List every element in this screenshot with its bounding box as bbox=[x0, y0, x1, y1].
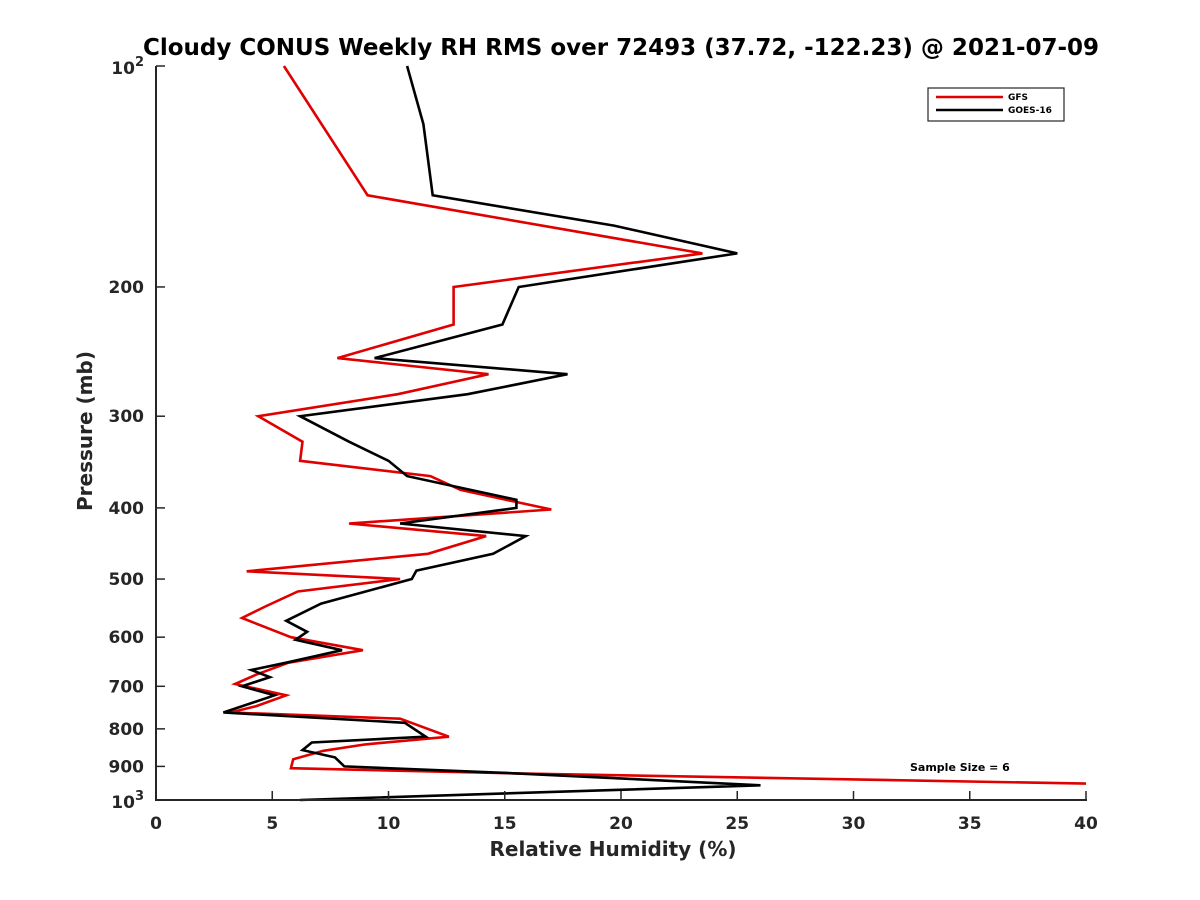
tick-power-base: 10 bbox=[111, 59, 135, 79]
y-tick-label: 900 bbox=[109, 757, 145, 777]
x-tick-label: 40 bbox=[1074, 814, 1098, 834]
y-tick-label: 800 bbox=[109, 720, 145, 740]
y-axis-label: Pressure (mb) bbox=[73, 351, 97, 511]
x-tick-label: 10 bbox=[377, 814, 401, 834]
chart-title: Cloudy CONUS Weekly RH RMS over 72493 (3… bbox=[143, 35, 1099, 61]
x-tick-label: 30 bbox=[842, 814, 866, 834]
y-tick-label: 500 bbox=[109, 570, 145, 590]
legend-label: GFS bbox=[1008, 93, 1028, 103]
axis-ticks: 0 5 10 15 20 25 30 35 40102200300400500600700800… bbox=[109, 55, 1098, 834]
y-tick-label-power: 102 bbox=[111, 55, 144, 79]
x-axis-label: Relative Humidity (%) bbox=[489, 837, 736, 861]
x-tick-label: 5 bbox=[266, 814, 278, 834]
y-tick-label: 700 bbox=[109, 677, 145, 697]
y-tick-label: 400 bbox=[109, 499, 145, 519]
legend: GFS GOES-16 bbox=[927, 87, 1065, 122]
y-tick-label: 200 bbox=[109, 278, 145, 298]
tick-power-base: 10 bbox=[111, 793, 135, 813]
x-tick-label: 15 bbox=[493, 814, 517, 834]
x-tick-label: 25 bbox=[725, 814, 749, 834]
x-axis-line bbox=[155, 799, 1087, 801]
sample-size-annotation: Sample Size = 6 bbox=[910, 761, 1010, 774]
series-line-gfs bbox=[230, 65, 1087, 785]
y-tick-label-power: 103 bbox=[111, 789, 144, 813]
legend-box bbox=[927, 87, 1065, 122]
tick-power-exponent: 3 bbox=[135, 789, 144, 804]
tick-power-exponent: 2 bbox=[135, 55, 144, 70]
legend-label: GOES-16 bbox=[1008, 106, 1052, 116]
x-tick-label: 35 bbox=[958, 814, 982, 834]
y-tick-label: 300 bbox=[109, 407, 145, 427]
plot-area bbox=[222, 65, 1087, 802]
series-line-goes-16 bbox=[222, 65, 761, 802]
x-tick-label: 20 bbox=[609, 814, 633, 834]
x-tick-label: 0 bbox=[150, 814, 162, 834]
y-tick-label: 600 bbox=[109, 628, 145, 648]
y-axis-line bbox=[155, 66, 157, 800]
